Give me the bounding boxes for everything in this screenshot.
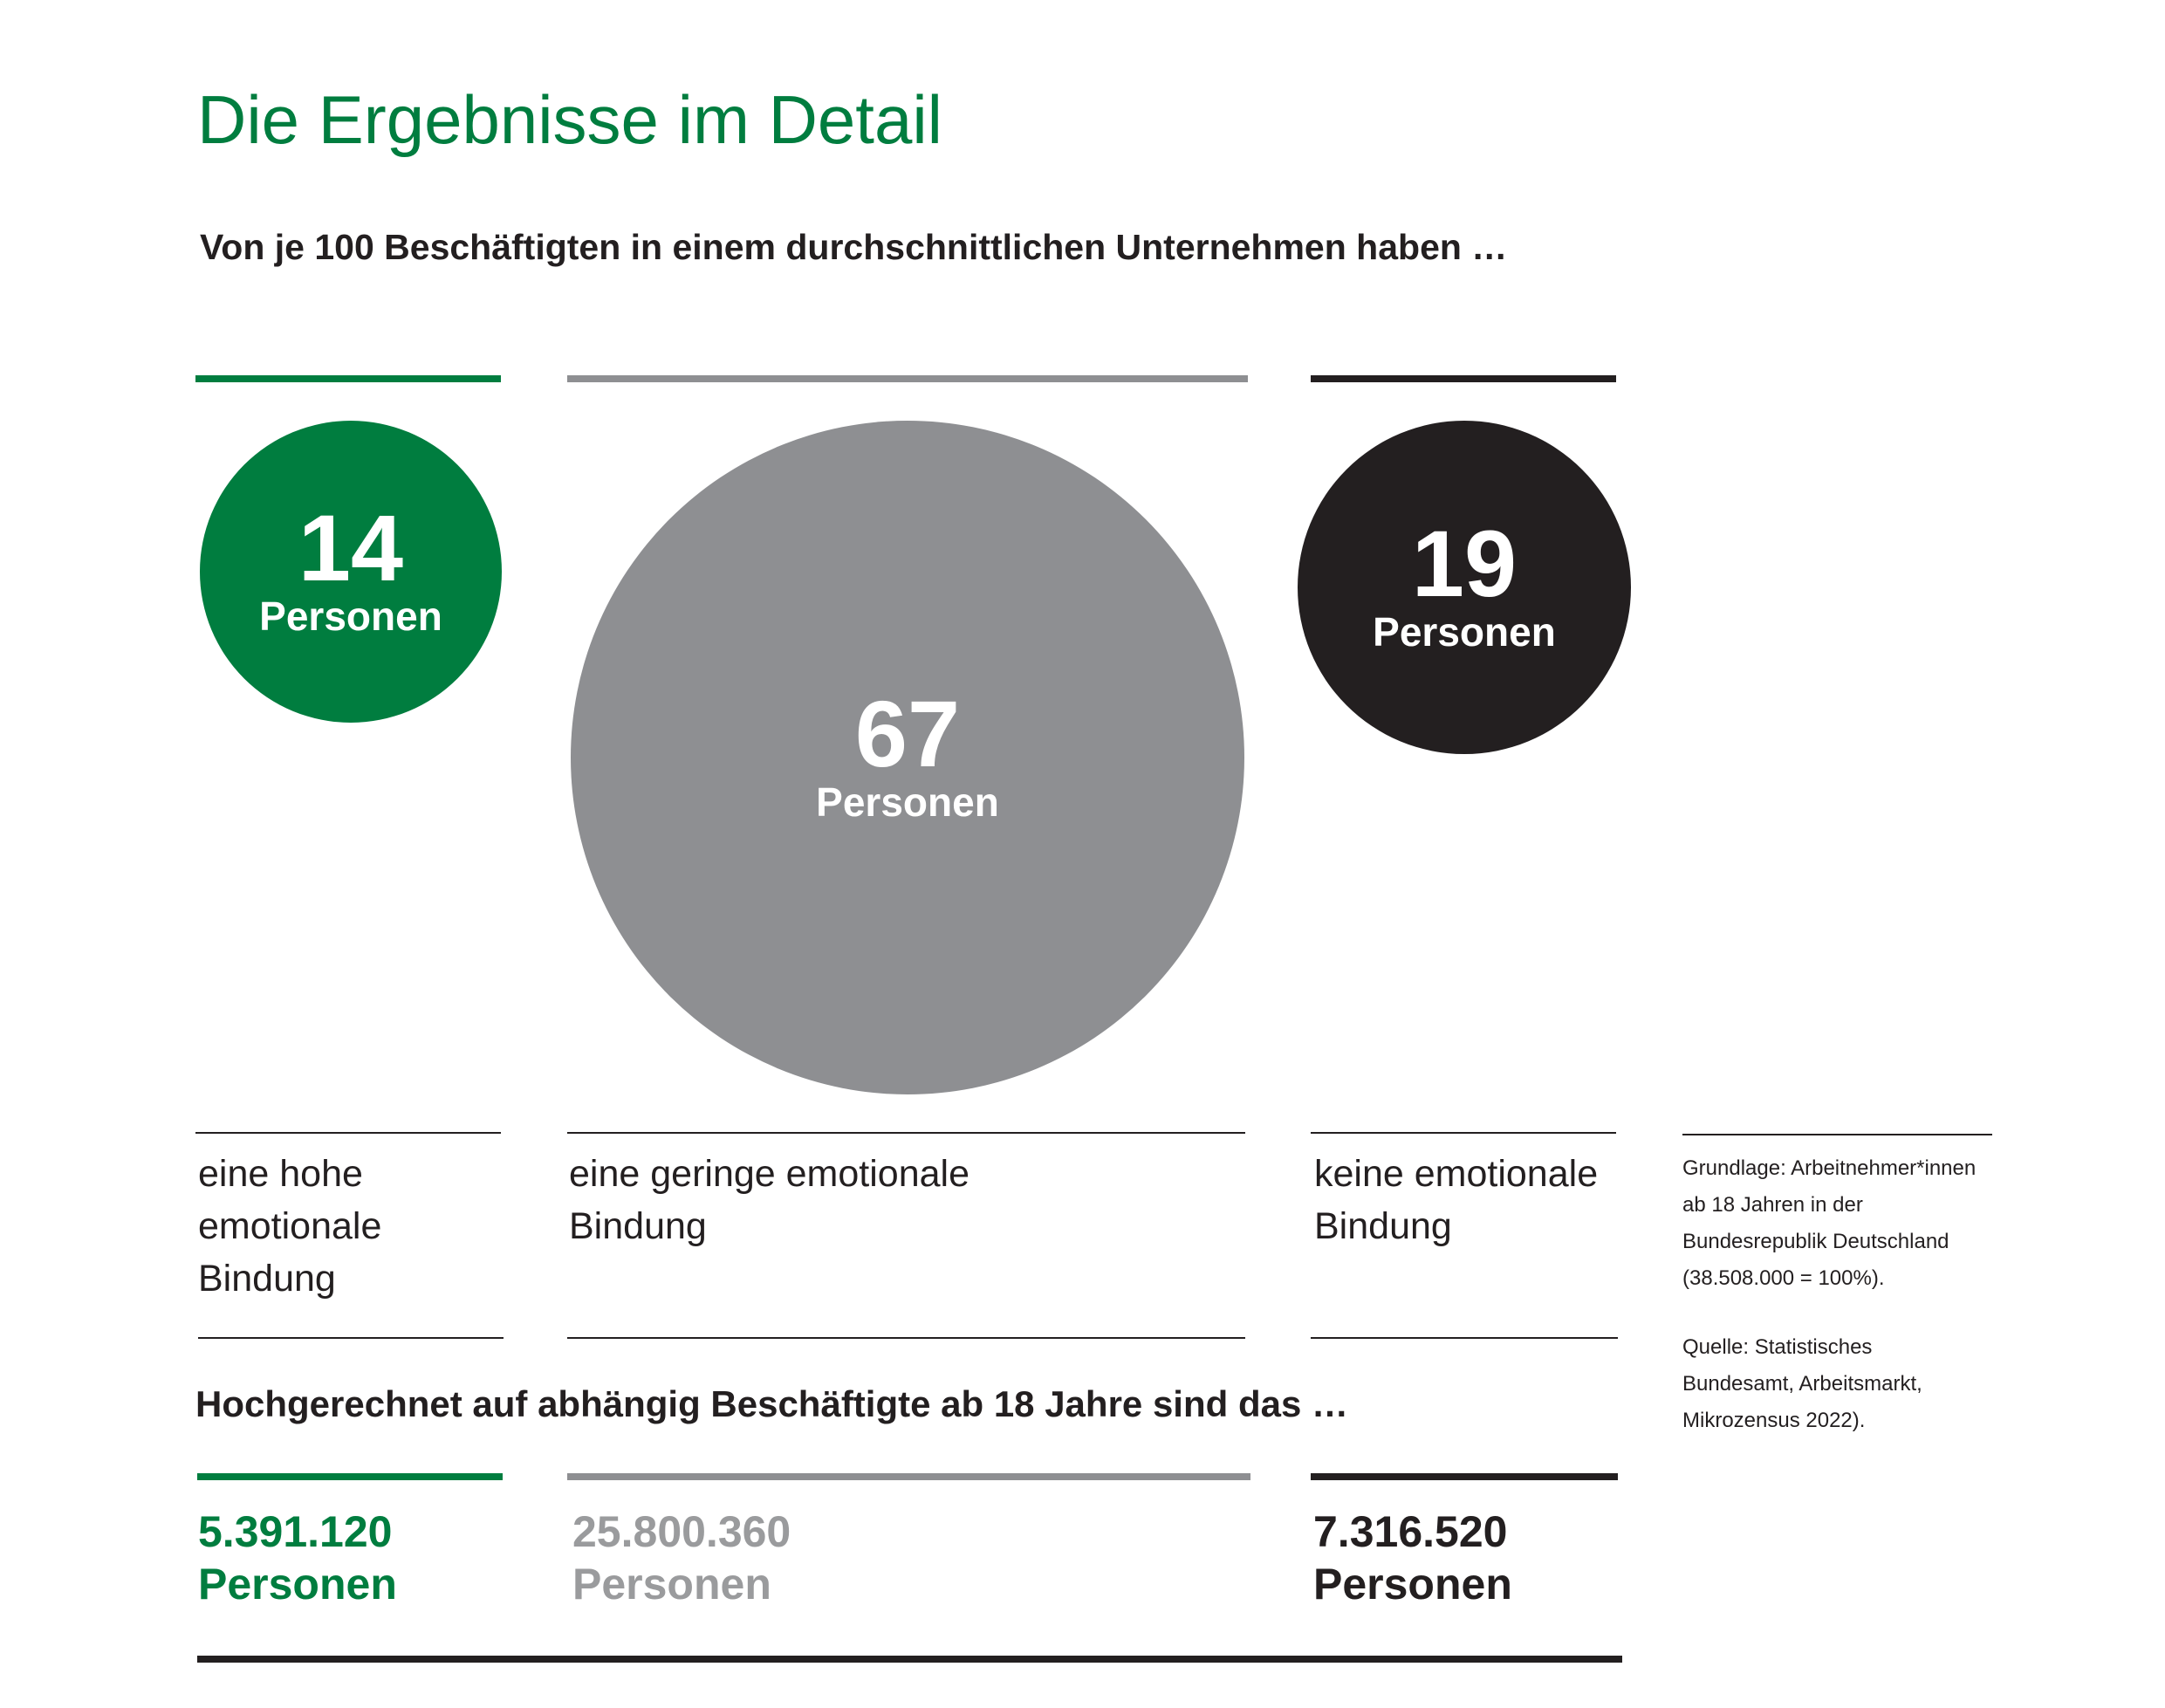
high-total-value: 5.391.120 [198,1507,393,1556]
page-title: Die Ergebnisse im Detail [197,81,943,158]
low-top-bar [567,375,1248,382]
basis-note-line-1: Grundlage: Arbeitnehmer*innen [1682,1156,1977,1180]
high-total-unit: Personen [198,1560,397,1609]
high-label-bottom-rule [198,1337,504,1339]
high-label-line-2: emotionale [198,1205,382,1247]
bubble-high-unit: Personen [259,593,442,639]
low-label-line-2: Bindung [569,1205,707,1247]
bottom-rule [197,1656,1622,1663]
bubble-low: 67 Personen [571,421,1244,1094]
high-total-bar [197,1473,503,1480]
none-total: 7.316.520 Personen [1313,1506,1512,1610]
source-note-line-3: Mikrozensus 2022). [1682,1409,1866,1432]
low-label-bottom-rule [567,1337,1245,1339]
section2-heading: Hochgerechnet auf abhängig Beschäftigte … [195,1383,1348,1424]
bubble-none-value: 19 [1411,511,1518,617]
none-category-label: keine emotionale Bindung [1314,1148,1598,1252]
high-label-top-rule [195,1132,501,1134]
low-total: 25.800.360 Personen [572,1506,791,1610]
low-total-bar [567,1473,1250,1480]
none-top-bar [1311,375,1616,382]
none-label-line-2: Bindung [1314,1205,1452,1247]
none-total-unit: Personen [1313,1560,1512,1609]
basis-note-line-4: (38.508.000 = 100%). [1682,1266,1885,1290]
high-label-line-3: Bindung [198,1258,336,1300]
note-top-rule [1682,1134,1992,1135]
low-total-unit: Personen [572,1560,771,1609]
none-label-line-1: keine emotionale [1314,1153,1599,1195]
chart-subtitle: Von je 100 Beschäftigten in einem durchs… [200,227,1508,267]
none-total-bar [1311,1473,1618,1480]
low-total-value: 25.800.360 [572,1507,791,1556]
high-label-line-1: eine hohe [198,1153,363,1195]
none-total-value: 7.316.520 [1313,1507,1508,1556]
high-top-bar [195,375,501,382]
none-label-bottom-rule [1311,1337,1618,1339]
source-note: Quelle: Statistisches Bundesamt, Arbeits… [1682,1329,1922,1439]
high-category-label: eine hohe emotionale Bindung [198,1148,381,1305]
high-total: 5.391.120 Personen [198,1506,397,1610]
basis-note: Grundlage: Arbeitnehmer*innen ab 18 Jahr… [1682,1150,1976,1297]
bubble-high-value: 14 [298,495,404,601]
bubble-none: 19 Personen [1298,421,1631,754]
source-note-line-2: Bundesamt, Arbeitsmarkt, [1682,1372,1922,1396]
none-label-top-rule [1311,1132,1616,1134]
bubble-high: 14 Personen [200,421,502,723]
source-note-line-1: Quelle: Statistisches [1682,1335,1873,1359]
low-label-top-rule [567,1132,1245,1134]
basis-note-line-3: Bundesrepublik Deutschland [1682,1230,1949,1253]
low-category-label: eine geringe emotionale Bindung [569,1148,969,1252]
low-label-line-1: eine geringe emotionale [569,1153,969,1195]
basis-note-line-2: ab 18 Jahren in der [1682,1193,1863,1217]
bubble-low-value: 67 [854,681,961,787]
bubble-low-unit: Personen [816,779,999,825]
bubble-none-unit: Personen [1373,608,1556,655]
